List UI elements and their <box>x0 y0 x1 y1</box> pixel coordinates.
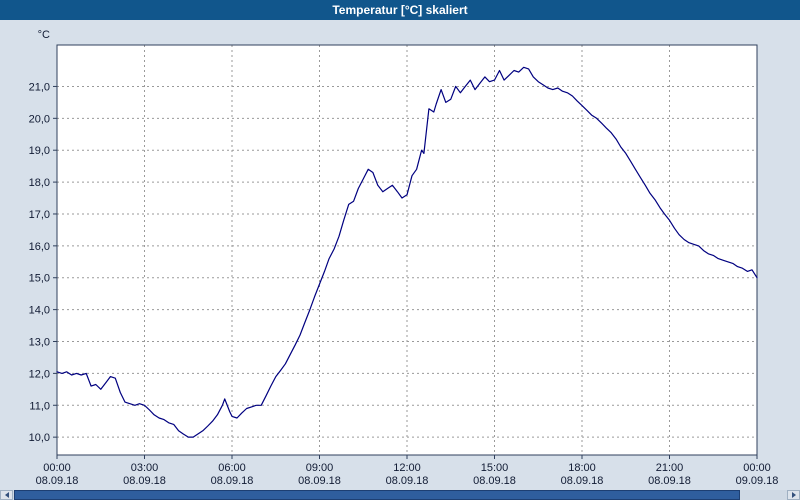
svg-text:03:00: 03:00 <box>131 462 159 474</box>
svg-text:09:00: 09:00 <box>306 462 334 474</box>
svg-text:00:00: 00:00 <box>743 462 771 474</box>
svg-text:08.09.18: 08.09.18 <box>123 475 166 487</box>
svg-text:15,0: 15,0 <box>29 273 50 285</box>
svg-text:09.09.18: 09.09.18 <box>736 475 779 487</box>
svg-text:11,0: 11,0 <box>29 400 50 412</box>
svg-text:08.09.18: 08.09.18 <box>298 475 341 487</box>
svg-text:08.09.18: 08.09.18 <box>473 475 516 487</box>
arrow-right-icon <box>791 492 796 498</box>
chart-region: 10,0 11,0 12,0 13,0 14,0 15,0 16,0 17,0 18,0 19,0… <box>0 20 800 490</box>
svg-text:18:00: 18:00 <box>568 462 596 474</box>
svg-text:19,0: 19,0 <box>29 145 50 157</box>
svg-text:08.09.18: 08.09.18 <box>648 475 691 487</box>
title-bar: Temperatur [°C] skaliert <box>0 0 800 20</box>
arrow-left-icon <box>4 492 9 498</box>
svg-text:08.09.18: 08.09.18 <box>36 475 79 487</box>
svg-text:14,0: 14,0 <box>29 305 50 317</box>
svg-text:°C: °C <box>38 29 50 41</box>
svg-text:08.09.18: 08.09.18 <box>386 475 429 487</box>
svg-text:12:00: 12:00 <box>393 462 421 474</box>
scroll-left-button[interactable] <box>0 490 13 500</box>
svg-text:10,0: 10,0 <box>29 432 50 444</box>
svg-text:12,0: 12,0 <box>29 368 50 380</box>
svg-text:15:00: 15:00 <box>481 462 509 474</box>
svg-text:21:00: 21:00 <box>656 462 684 474</box>
scroll-right-button[interactable] <box>787 490 800 500</box>
svg-text:21,0: 21,0 <box>29 81 50 93</box>
scrollbar-thumb[interactable] <box>14 490 740 500</box>
temperature-chart-svg: 10,0 11,0 12,0 13,0 14,0 15,0 16,0 17,0 18,0 19,0… <box>29 29 779 487</box>
svg-text:13,0: 13,0 <box>29 337 50 349</box>
svg-text:00:00: 00:00 <box>43 462 71 474</box>
svg-text:20,0: 20,0 <box>29 113 50 125</box>
svg-text:16,0: 16,0 <box>29 241 50 253</box>
svg-text:08.09.18: 08.09.18 <box>211 475 254 487</box>
horizontal-scrollbar[interactable] <box>0 490 800 500</box>
window-title: Temperatur [°C] skaliert <box>332 3 468 17</box>
svg-text:17,0: 17,0 <box>29 209 50 221</box>
svg-text:06:00: 06:00 <box>218 462 246 474</box>
svg-text:18,0: 18,0 <box>29 177 50 189</box>
svg-text:08.09.18: 08.09.18 <box>561 475 604 487</box>
